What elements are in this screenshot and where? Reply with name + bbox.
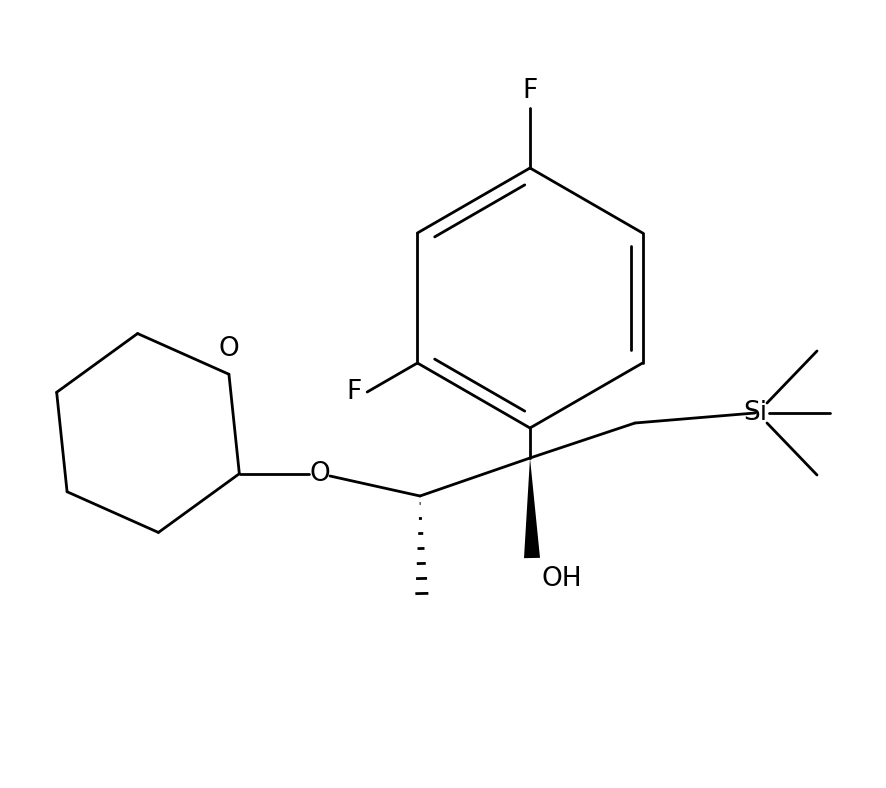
Text: F: F — [346, 379, 361, 405]
Text: O: O — [309, 461, 330, 487]
Text: Si: Si — [743, 400, 767, 426]
Text: O: O — [219, 336, 239, 362]
Polygon shape — [524, 458, 540, 558]
Text: OH: OH — [542, 566, 583, 592]
Text: F: F — [523, 78, 538, 104]
